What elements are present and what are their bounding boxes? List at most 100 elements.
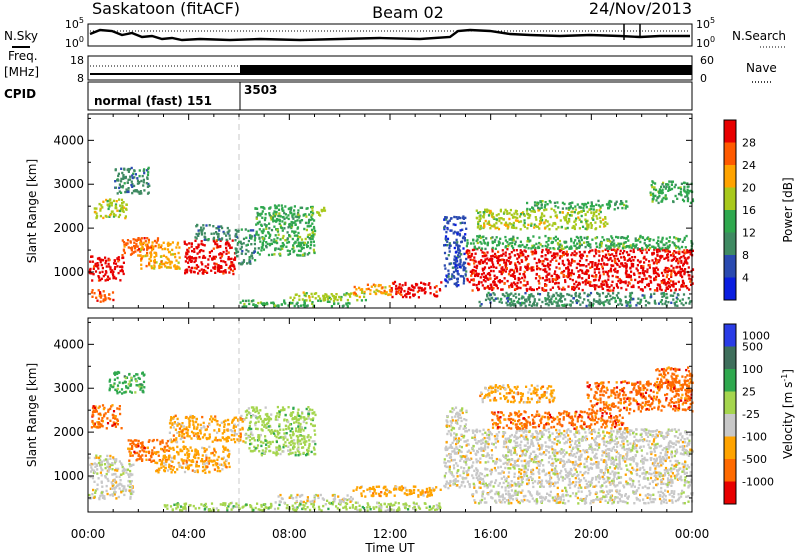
echo-cell [248, 240, 250, 242]
echo-cell [476, 284, 478, 286]
echo-cell [325, 295, 327, 297]
echo-cell [514, 283, 516, 285]
echo-cell [208, 238, 210, 240]
echo-cell [265, 213, 267, 215]
echo-cell [644, 242, 646, 244]
echo-cell [579, 219, 581, 221]
echo-cell [123, 249, 125, 251]
echo-cell [650, 296, 652, 298]
echo-cell [123, 262, 125, 264]
echo-cell [528, 216, 530, 218]
echo-cell [449, 250, 451, 252]
echo-cell [127, 169, 129, 171]
echo-cell [125, 490, 127, 492]
echo-cell [148, 258, 150, 260]
echo-cell [621, 207, 623, 209]
echo-cell [540, 222, 542, 224]
echo-cell [128, 463, 130, 465]
echo-cell [639, 303, 641, 305]
echo-cell [292, 238, 294, 240]
echo-cell [148, 167, 150, 169]
echo-cell [454, 224, 456, 226]
echo-cell [542, 263, 544, 265]
echo-cell [306, 246, 308, 248]
echo-cell [297, 209, 299, 211]
echo-cell [311, 218, 313, 220]
echo-cell [251, 235, 253, 237]
echo-cell [105, 476, 107, 478]
echo-cell [669, 244, 671, 246]
cpid-label: CPID [4, 87, 36, 101]
echo-cell [293, 209, 295, 211]
echo-cell [121, 269, 123, 271]
echo-cell [534, 204, 536, 206]
echo-cell [585, 214, 587, 216]
echo-cell [298, 250, 300, 252]
echo-cell [523, 246, 525, 248]
echo-cell [529, 208, 531, 210]
noise-tick-low-right: 100 [696, 35, 715, 50]
echo-cell [225, 234, 227, 236]
echo-cell [282, 229, 284, 231]
echo-cell [297, 254, 299, 256]
echo-cell [509, 212, 511, 214]
echo-cell [558, 282, 560, 284]
echo-cell [395, 285, 397, 287]
echo-cell [494, 275, 496, 277]
echo-cell [653, 293, 655, 295]
echo-cell [657, 236, 659, 238]
echo-cell [121, 172, 123, 174]
echo-cell [502, 218, 504, 220]
echo-cell [595, 242, 597, 244]
echo-cell [484, 266, 486, 268]
echo-cell [602, 288, 604, 290]
echo-cell [171, 471, 173, 473]
echo-cell [276, 436, 278, 438]
echo-cell [138, 440, 140, 442]
echo-cell [151, 267, 153, 269]
echo-cell [192, 461, 194, 463]
echo-cell [297, 430, 299, 432]
echo-cell [266, 224, 268, 226]
echo-cell [146, 265, 148, 267]
echo-cell [95, 270, 97, 272]
echo-cell [456, 241, 458, 243]
echo-cell [101, 461, 103, 463]
echo-cell [515, 241, 517, 243]
echo-cell [466, 245, 468, 247]
echo-cell [538, 280, 540, 282]
echo-cell [172, 253, 174, 255]
echo-cell [128, 476, 130, 478]
echo-cell [240, 415, 242, 417]
echo-cell [567, 285, 569, 287]
echo-cell [609, 257, 611, 259]
echo-cell [629, 299, 631, 301]
echo-cell [306, 418, 308, 420]
echo-cell [611, 249, 613, 251]
echo-cell [166, 449, 168, 451]
echo-cell [248, 259, 250, 261]
echo-cell [549, 200, 551, 202]
echo-cell [299, 236, 301, 238]
echo-cell [307, 207, 309, 209]
echo-cell [283, 299, 285, 301]
echo-cell [272, 220, 274, 222]
echo-cell [681, 246, 683, 248]
echo-cell [224, 423, 226, 425]
echo-cell [284, 223, 286, 225]
echo-cell [666, 238, 668, 240]
echo-cell [116, 390, 118, 392]
echo-cell [399, 283, 401, 285]
echo-cell [619, 253, 621, 255]
echo-cell [688, 277, 690, 279]
echo-cell [554, 205, 556, 207]
echo-cell [118, 496, 120, 498]
echo-cell [154, 451, 156, 453]
echo-cell [333, 302, 335, 304]
echo-cell [505, 251, 507, 253]
echo-cell [524, 249, 526, 251]
echo-cell [488, 214, 490, 216]
echo-cell [204, 451, 206, 453]
echo-cell [251, 255, 253, 257]
echo-cell [579, 206, 581, 208]
